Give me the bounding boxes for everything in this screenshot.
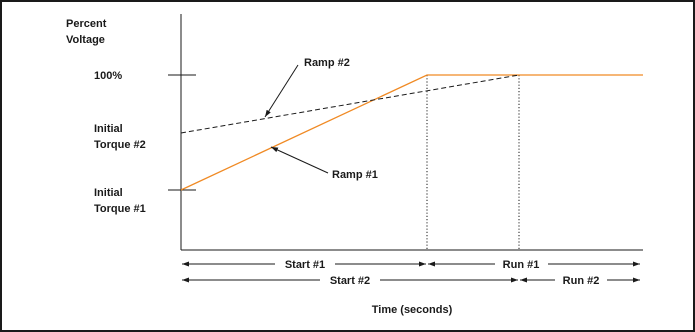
y-axis-title-line-2: Voltage — [66, 34, 105, 46]
run-1-label: Run #1 — [503, 259, 540, 271]
y-tick-label-initial-torque-1-line-2: Torque #1 — [94, 203, 146, 215]
ramp-2-line — [180, 74, 520, 134]
ramp-1-line — [180, 74, 643, 191]
start-1-label: Start #1 — [285, 259, 325, 271]
ramp-1-callout-arrow — [270, 146, 329, 174]
y-tick-label-initial-torque-2-line-2: Torque #2 — [94, 139, 146, 151]
y-tick-label-100: 100% — [94, 70, 122, 82]
ramp-1-label: Ramp #1 — [332, 169, 378, 181]
ramp-2-label: Ramp #2 — [304, 57, 350, 69]
start-2-label: Start #2 — [330, 275, 370, 287]
x-axis-title: Time (seconds) — [372, 304, 453, 316]
y-tick-label-initial-torque-2-line-1: Initial — [94, 123, 123, 135]
ramp-2-callout-arrow — [264, 64, 299, 118]
run-2-label: Run #2 — [563, 275, 600, 287]
y-tick-label-initial-torque-1-line-1: Initial — [94, 187, 123, 199]
y-axis-title-line-1: Percent — [66, 18, 107, 30]
